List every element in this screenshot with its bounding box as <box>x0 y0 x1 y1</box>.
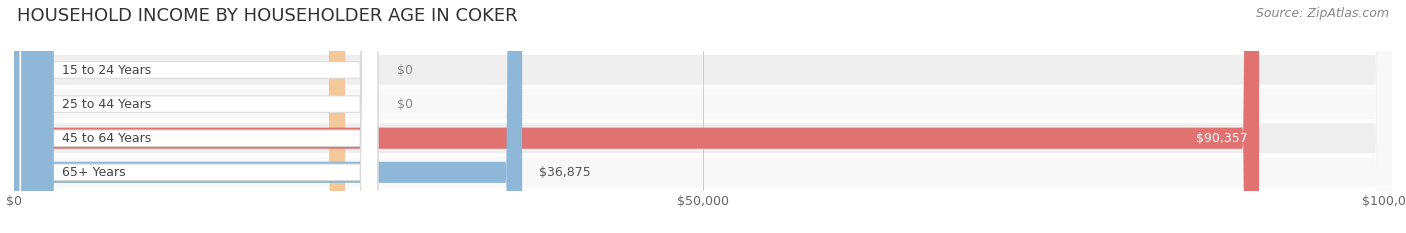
FancyBboxPatch shape <box>14 0 1392 233</box>
FancyBboxPatch shape <box>14 0 1258 233</box>
Text: 65+ Years: 65+ Years <box>62 166 127 179</box>
FancyBboxPatch shape <box>14 0 522 233</box>
FancyBboxPatch shape <box>20 0 378 233</box>
Text: 45 to 64 Years: 45 to 64 Years <box>62 132 152 145</box>
FancyBboxPatch shape <box>20 0 378 233</box>
Circle shape <box>22 0 52 233</box>
FancyBboxPatch shape <box>20 0 378 233</box>
Text: Source: ZipAtlas.com: Source: ZipAtlas.com <box>1256 7 1389 20</box>
Circle shape <box>22 0 52 233</box>
FancyBboxPatch shape <box>14 0 344 233</box>
FancyBboxPatch shape <box>14 0 1392 233</box>
Circle shape <box>22 0 52 233</box>
FancyBboxPatch shape <box>20 0 378 233</box>
Text: HOUSEHOLD INCOME BY HOUSEHOLDER AGE IN COKER: HOUSEHOLD INCOME BY HOUSEHOLDER AGE IN C… <box>17 7 517 25</box>
Text: $0: $0 <box>396 64 413 76</box>
Text: $36,875: $36,875 <box>538 166 591 179</box>
FancyBboxPatch shape <box>14 0 1392 233</box>
Circle shape <box>22 0 52 233</box>
Text: $0: $0 <box>396 98 413 111</box>
FancyBboxPatch shape <box>14 0 1392 233</box>
Text: $90,357: $90,357 <box>1197 132 1249 145</box>
FancyBboxPatch shape <box>14 0 344 233</box>
Text: 15 to 24 Years: 15 to 24 Years <box>62 64 152 76</box>
Text: 25 to 44 Years: 25 to 44 Years <box>62 98 152 111</box>
